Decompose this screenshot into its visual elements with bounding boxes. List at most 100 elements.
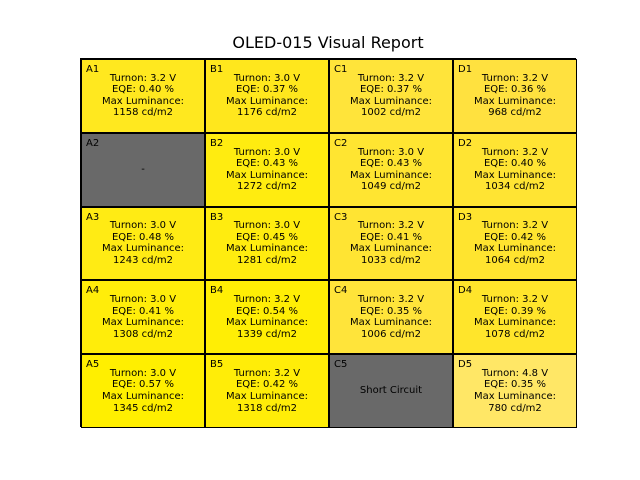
- max-luminance-label: Max Luminance:: [226, 169, 308, 181]
- turnon-value: Turnon: 3.0 V: [357, 146, 425, 158]
- max-luminance-value: 1308 cd/m2: [113, 328, 173, 340]
- cell-metrics: Turnon: 3.2 V EQE: 0.54 % Max Luminance: 13…: [206, 281, 328, 353]
- turnon-value: Turnon: 3.0 V: [109, 367, 177, 379]
- max-luminance-label: Max Luminance:: [350, 317, 432, 329]
- max-luminance-label: Max Luminance:: [350, 243, 432, 255]
- cell-id-label: D3: [458, 211, 473, 223]
- max-luminance-label: Max Luminance:: [474, 391, 556, 403]
- cell-c2: C2 Turnon: 3.0 V EQE: 0.43 % Max Luminance:…: [329, 132, 453, 207]
- max-luminance-value: 780 cd/m2: [488, 402, 542, 414]
- eqe-value: EQE: 0.35 %: [359, 305, 422, 317]
- cell-id-label: D4: [458, 285, 473, 297]
- turnon-value: Turnon: 3.0 V: [109, 220, 177, 232]
- turnon-value: Turnon: 3.2 V: [481, 146, 549, 158]
- cell-a5: A5 Turnon: 3.0 V EQE: 0.57 % Max Luminance:…: [81, 354, 205, 428]
- max-luminance-label: Max Luminance:: [226, 95, 308, 107]
- cell-metrics: Turnon: 3.2 V EQE: 0.36 % Max Luminance: 96…: [454, 60, 576, 132]
- cell-id-label: C5: [334, 359, 348, 371]
- turnon-value: Turnon: 3.2 V: [357, 72, 425, 84]
- max-luminance-value: 1158 cd/m2: [113, 107, 173, 119]
- cell-a3: A3 Turnon: 3.0 V EQE: 0.48 % Max Luminance:…: [81, 206, 205, 281]
- eqe-value: EQE: 0.39 %: [483, 305, 546, 317]
- cell-c3: C3 Turnon: 3.2 V EQE: 0.41 % Max Luminance:…: [329, 206, 453, 281]
- max-luminance-label: Max Luminance:: [226, 317, 308, 329]
- cell-id-label: B3: [210, 211, 224, 223]
- turnon-value: Turnon: 3.2 V: [233, 367, 301, 379]
- turnon-value: Turnon: 3.2 V: [481, 72, 549, 84]
- max-luminance-value: 1006 cd/m2: [361, 328, 421, 340]
- turnon-value: Turnon: 3.2 V: [357, 294, 425, 306]
- eqe-value: EQE: 0.57 %: [111, 379, 174, 391]
- cell-d3: D3 Turnon: 3.2 V EQE: 0.42 % Max Luminance:…: [453, 206, 577, 281]
- turnon-value: Turnon: 3.0 V: [233, 72, 301, 84]
- cell-status-text: Short Circuit: [359, 385, 423, 397]
- max-luminance-label: Max Luminance:: [350, 169, 432, 181]
- cell-id-label: C1: [334, 64, 348, 75]
- eqe-value: EQE: 0.37 %: [359, 84, 422, 96]
- cell-metrics: Turnon: 3.0 V EQE: 0.43 % Max Luminance: 12…: [206, 134, 328, 206]
- cell-metrics: Turnon: 4.8 V EQE: 0.35 % Max Luminance: 78…: [454, 355, 576, 427]
- max-luminance-value: 1078 cd/m2: [485, 328, 545, 340]
- cell-b3: B3 Turnon: 3.0 V EQE: 0.45 % Max Luminance:…: [205, 206, 329, 281]
- max-luminance-value: 1176 cd/m2: [237, 107, 297, 119]
- cell-id-label: C2: [334, 137, 348, 149]
- max-luminance-label: Max Luminance:: [350, 95, 432, 107]
- eqe-value: EQE: 0.45 %: [235, 231, 298, 243]
- cell-a2: A2 -: [81, 132, 205, 207]
- cell-id-label: D5: [458, 359, 473, 371]
- cell-id-label: A1: [86, 64, 100, 75]
- chart-title: OLED-015 Visual Report: [232, 33, 424, 52]
- cell-metrics: Turnon: 3.2 V EQE: 0.40 % Max Luminance: 11…: [82, 60, 204, 132]
- eqe-value: EQE: 0.43 %: [359, 158, 422, 170]
- eqe-value: EQE: 0.42 %: [483, 231, 546, 243]
- max-luminance-value: 1064 cd/m2: [485, 255, 545, 267]
- cell-metrics: Turnon: 3.0 V EQE: 0.37 % Max Luminance: 11…: [206, 60, 328, 132]
- eqe-value: EQE: 0.48 %: [111, 231, 174, 243]
- cell-status-text: -: [141, 163, 145, 175]
- max-luminance-label: Max Luminance:: [226, 243, 308, 255]
- max-luminance-value: 1033 cd/m2: [361, 255, 421, 267]
- cell-d4: D4 Turnon: 3.2 V EQE: 0.39 % Max Luminance:…: [453, 280, 577, 355]
- cell-metrics: Turnon: 3.0 V EQE: 0.43 % Max Luminance: 10…: [330, 134, 452, 206]
- turnon-value: Turnon: 3.0 V: [233, 146, 301, 158]
- eqe-value: EQE: 0.35 %: [483, 379, 546, 391]
- cell-metrics: Turnon: 3.2 V EQE: 0.40 % Max Luminance: 10…: [454, 134, 576, 206]
- cell-id-label: A3: [86, 211, 100, 223]
- turnon-value: Turnon: 3.0 V: [109, 294, 177, 306]
- eqe-value: EQE: 0.36 %: [483, 84, 546, 96]
- device-grid: A1 Turnon: 3.2 V EQE: 0.40 % Max Luminance:…: [80, 58, 577, 428]
- eqe-value: EQE: 0.42 %: [235, 379, 298, 391]
- cell-metrics: Short Circuit: [330, 355, 452, 427]
- eqe-value: EQE: 0.41 %: [359, 231, 422, 243]
- eqe-value: EQE: 0.41 %: [111, 305, 174, 317]
- cell-id-label: A2: [86, 137, 100, 149]
- eqe-value: EQE: 0.54 %: [235, 305, 298, 317]
- cell-b5: B5 Turnon: 3.2 V EQE: 0.42 % Max Luminance:…: [205, 354, 329, 428]
- cell-metrics: -: [82, 134, 204, 206]
- eqe-value: EQE: 0.40 %: [111, 84, 174, 96]
- max-luminance-value: 1243 cd/m2: [113, 255, 173, 267]
- max-luminance-value: 1281 cd/m2: [237, 255, 297, 267]
- turnon-value: Turnon: 3.2 V: [481, 294, 549, 306]
- eqe-value: EQE: 0.37 %: [235, 84, 298, 96]
- cell-id-label: D1: [458, 64, 473, 75]
- cell-metrics: Turnon: 3.2 V EQE: 0.35 % Max Luminance: 10…: [330, 281, 452, 353]
- max-luminance-label: Max Luminance:: [102, 317, 184, 329]
- turnon-value: Turnon: 3.0 V: [233, 220, 301, 232]
- cell-metrics: Turnon: 3.0 V EQE: 0.41 % Max Luminance: 13…: [82, 281, 204, 353]
- cell-metrics: Turnon: 3.0 V EQE: 0.45 % Max Luminance: 12…: [206, 208, 328, 280]
- cell-b2: B2 Turnon: 3.0 V EQE: 0.43 % Max Luminance:…: [205, 132, 329, 207]
- cell-metrics: Turnon: 3.2 V EQE: 0.41 % Max Luminance: 10…: [330, 208, 452, 280]
- max-luminance-value: 1272 cd/m2: [237, 181, 297, 193]
- max-luminance-label: Max Luminance:: [474, 317, 556, 329]
- cell-id-label: A5: [86, 359, 100, 371]
- cell-c1: C1 Turnon: 3.2 V EQE: 0.37 % Max Luminance:…: [329, 59, 453, 133]
- cell-metrics: Turnon: 3.2 V EQE: 0.42 % Max Luminance: 13…: [206, 355, 328, 427]
- cell-a4: A4 Turnon: 3.0 V EQE: 0.41 % Max Luminance:…: [81, 280, 205, 355]
- cell-metrics: Turnon: 3.0 V EQE: 0.48 % Max Luminance: 12…: [82, 208, 204, 280]
- max-luminance-label: Max Luminance:: [102, 391, 184, 403]
- max-luminance-label: Max Luminance:: [102, 95, 184, 107]
- cell-id-label: C4: [334, 285, 348, 297]
- cell-id-label: C3: [334, 211, 348, 223]
- max-luminance-value: 1034 cd/m2: [485, 181, 545, 193]
